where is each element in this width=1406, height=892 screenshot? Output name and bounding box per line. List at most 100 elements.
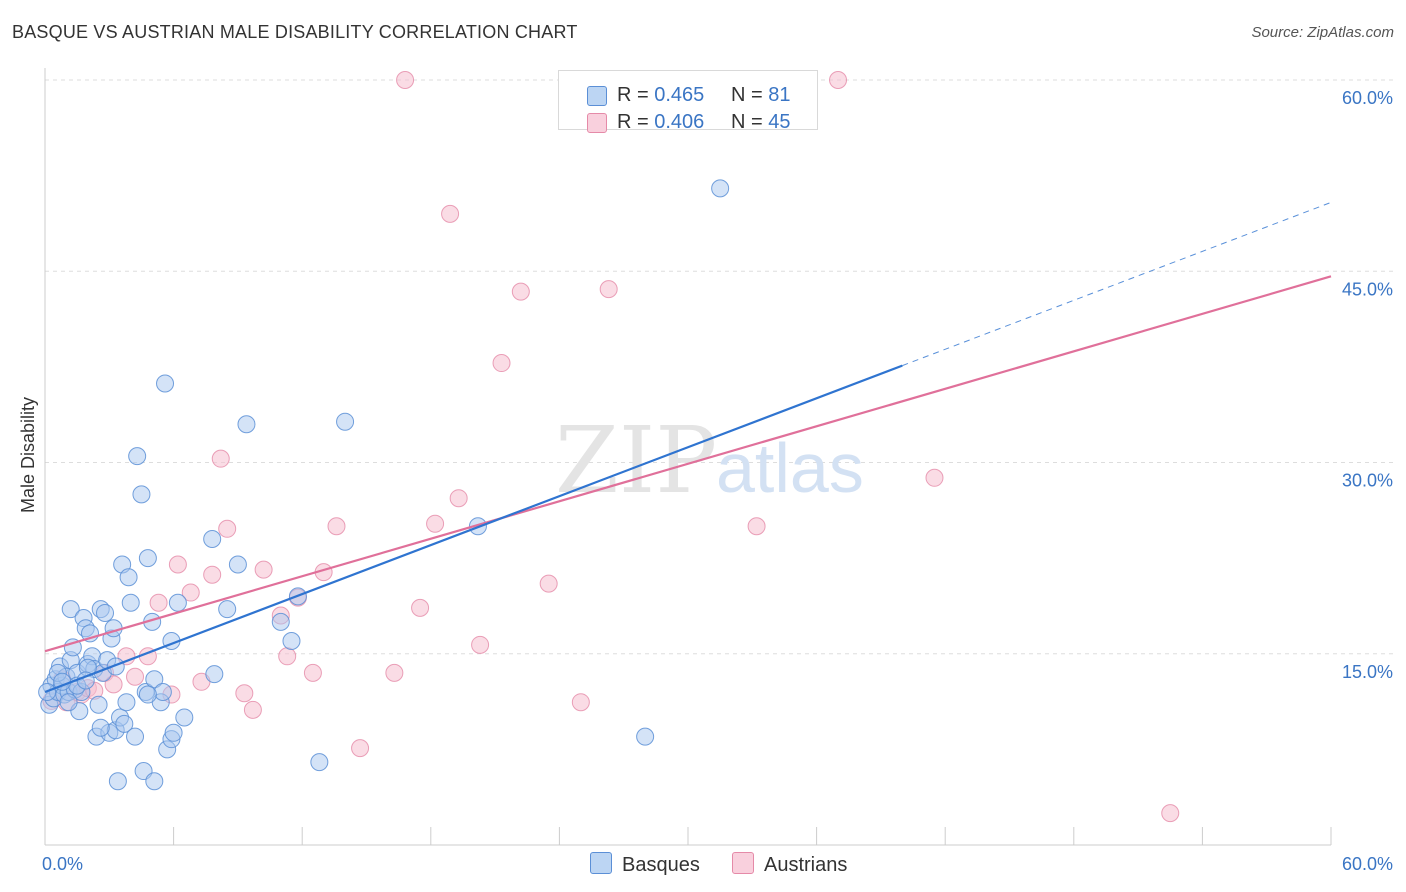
legend-n-value-basques: 81 [768, 84, 791, 106]
legend-r-value-basques: 0.465 [654, 84, 705, 106]
basques-point [59, 693, 78, 712]
legend-row-austrians: R = 0.406 N = 45 [559, 110, 817, 136]
austrians-point [492, 354, 511, 373]
basques-point [138, 549, 157, 568]
austrians-point [426, 514, 445, 533]
basques-point [121, 593, 140, 612]
austrians-point [235, 684, 254, 703]
legend-box: R = 0.465 N = 81 R = 0.406 N = 45 [558, 70, 818, 133]
basques-point [61, 600, 80, 619]
austrians-point [571, 693, 590, 712]
y-tick-label: 30.0% [1342, 471, 1393, 491]
y-tick-label: 45.0% [1342, 279, 1393, 299]
basques-point [228, 555, 247, 574]
legend-n-basques: N = 81 [731, 84, 791, 106]
basques-point [138, 685, 157, 704]
basques-point [63, 638, 82, 657]
austrians-point [181, 583, 200, 602]
basques-point [128, 447, 147, 466]
austrians-point [126, 667, 145, 686]
basques-trendline-extension [902, 201, 1332, 367]
basques-point [145, 670, 164, 689]
austrians-point [218, 519, 237, 538]
basques-point [104, 619, 123, 638]
austrians-trendline [44, 275, 1332, 653]
x-tick-label: 60.0% [1342, 854, 1393, 874]
basques-point [119, 568, 138, 587]
basques-point [168, 593, 187, 612]
legend-r-basques: R = 0.465 [617, 84, 705, 106]
austrians-point [351, 739, 370, 758]
basques-point [91, 718, 110, 737]
austrians-point [211, 449, 230, 468]
basques-point [237, 415, 256, 434]
austrians-point [449, 489, 468, 508]
basques-point [89, 695, 108, 714]
bottom-legend-label-austrians: Austrians [764, 854, 848, 876]
austrians-point [243, 700, 262, 719]
legend-r-value-austrians: 0.406 [654, 111, 705, 133]
watermark-atlas: atlas [716, 429, 864, 507]
basques-point [711, 179, 730, 198]
bottom-legend-swatch-basques [590, 852, 612, 874]
chart-title: BASQUE VS AUSTRIAN MALE DISABILITY CORRE… [12, 22, 578, 42]
austrians-point [327, 517, 346, 536]
austrians-point [411, 598, 430, 617]
bottom-legend-basques: Basques [590, 852, 700, 877]
austrians-point [599, 280, 618, 299]
legend-n-value-austrians: 45 [768, 111, 791, 133]
bottom-legend-austrians: Austrians [732, 852, 847, 877]
legend-row-basques: R = 0.465 N = 81 [559, 83, 817, 109]
austrians-point [1161, 804, 1180, 823]
austrians-point [203, 565, 222, 584]
austrians-point [925, 468, 944, 487]
basques-point [175, 708, 194, 727]
basques-point [203, 530, 222, 548]
basques-point [282, 632, 301, 650]
austrians-point [168, 555, 187, 574]
legend-n-austrians: N = 45 [731, 111, 791, 133]
austrians-point [539, 574, 558, 593]
basques-point [271, 612, 290, 631]
austrians-point [254, 560, 273, 579]
basques-point [218, 600, 237, 619]
bottom-legend-label-basques: Basques [622, 854, 700, 876]
x-tick-label: 0.0% [42, 854, 83, 874]
basques-point [153, 683, 172, 701]
source-label: Source: ZipAtlas.com [1251, 24, 1394, 41]
basques-point [310, 753, 329, 772]
basques-point [336, 412, 355, 431]
austrians-point [441, 204, 460, 223]
austrians-point [385, 663, 404, 682]
austrians-point [747, 517, 766, 536]
basques-point [145, 772, 164, 791]
austrians-point [149, 593, 168, 612]
y-tick-label: 15.0% [1342, 662, 1393, 682]
legend-swatch-basques [587, 86, 607, 106]
basques-point [117, 693, 136, 712]
austrians-point [396, 71, 415, 89]
basques-point [115, 714, 134, 733]
austrians-point [471, 635, 490, 654]
watermark-zip: ZIP [555, 407, 717, 514]
basques-point [636, 727, 655, 746]
austrians-point [829, 71, 848, 89]
bottom-legend-swatch-austrians [732, 852, 754, 874]
basques-point [108, 772, 127, 791]
y-axis-label: Male Disability [18, 397, 38, 513]
basques-point [164, 723, 183, 742]
legend-swatch-austrians [587, 113, 607, 133]
basques-point [132, 485, 151, 504]
basques-point [106, 657, 125, 676]
basques-point [126, 727, 145, 746]
austrians-point [511, 282, 530, 301]
basques-point [156, 374, 175, 393]
basques-point [96, 603, 115, 622]
austrians-point [303, 663, 322, 682]
basques-trendline [44, 364, 903, 694]
legend-r-austrians: R = 0.406 [617, 111, 705, 133]
austrians-point [278, 647, 297, 666]
austrians-point [104, 675, 123, 694]
y-tick-label: 60.0% [1342, 88, 1393, 108]
